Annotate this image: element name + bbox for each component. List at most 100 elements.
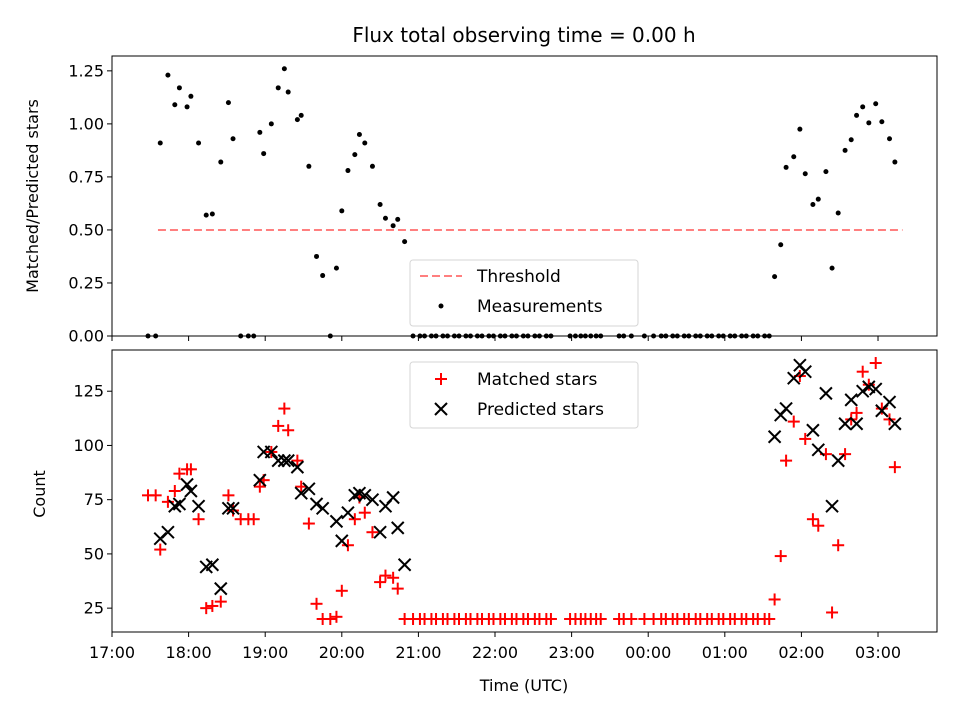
- top-y-tick: 0.50: [68, 220, 112, 239]
- measurement-point: [842, 147, 848, 153]
- measurement-point: [230, 136, 236, 142]
- matched-star-point: [850, 406, 863, 419]
- matched-star-point: [168, 485, 181, 497]
- top-y-tick: 1.25: [68, 61, 112, 80]
- predicted-star-point: [844, 393, 858, 407]
- measurement-point: [314, 253, 320, 259]
- predicted-star-point: [309, 497, 324, 511]
- bottom-x-tick-label: 22:00: [472, 643, 518, 662]
- matched-star-point: [862, 378, 875, 391]
- measurement-point: [892, 159, 898, 165]
- bottom-x-tick-label: 17:00: [89, 643, 135, 662]
- measurement-point: [783, 164, 789, 170]
- matched-star-point: [374, 576, 387, 589]
- legend-measurements-swatch: [438, 303, 444, 309]
- measurement-point: [225, 100, 231, 106]
- matched-star-point: [200, 602, 213, 615]
- predicted-star-point: [888, 417, 902, 431]
- bottom-x-tick: 01:00: [702, 632, 748, 662]
- matched-star-point: [206, 599, 219, 612]
- bottom-x-tick: 23:00: [549, 632, 595, 662]
- matched-star-point: [832, 539, 845, 552]
- bottom-y-tick: 100: [73, 436, 112, 455]
- bottom-y-axis-label: Count: [30, 470, 49, 518]
- predicted-star-point: [335, 534, 349, 548]
- predicted-star-point: [294, 486, 308, 500]
- measurement-point: [772, 274, 778, 280]
- measurement-point: [887, 136, 893, 142]
- top-y-tick-label: 0.75: [68, 167, 104, 186]
- predicted-star-point: [358, 488, 372, 503]
- predicted-star-point: [184, 484, 198, 498]
- measurement-point: [395, 216, 401, 222]
- predicted-star-point: [779, 401, 793, 416]
- bottom-y-tick-label: 100: [73, 436, 104, 455]
- x-axis-label: Time (UTC): [479, 676, 568, 695]
- measurement-point: [879, 119, 885, 125]
- measurement-point: [261, 151, 267, 157]
- bottom-legend: Matched stars Predicted stars: [409, 361, 639, 429]
- top-y-tick-label: 1.00: [68, 114, 104, 133]
- measurement-point: [333, 265, 339, 271]
- matched-star-point: [391, 582, 404, 595]
- predicted-star-point: [315, 501, 330, 516]
- legend-predicted-label: Predicted stars: [477, 400, 604, 420]
- matched-star-point: [291, 454, 304, 467]
- measurement-point: [176, 85, 182, 91]
- matched-star-point: [768, 593, 781, 606]
- bottom-y-tick-label: 75: [84, 490, 104, 509]
- bottom-x-tick: 02:00: [778, 632, 824, 662]
- matched-star-point: [324, 612, 337, 625]
- predicted-star-point: [397, 558, 412, 572]
- predicted-star-point: [302, 482, 316, 496]
- predicted-star-point: [819, 386, 833, 401]
- top-y-tick-label: 0.25: [68, 273, 104, 292]
- matched-star-point: [222, 489, 235, 502]
- matched-star-point: [302, 517, 315, 530]
- predicted-star-point: [391, 521, 405, 535]
- legend-threshold-label: Threshold: [476, 267, 561, 287]
- matched-star-point: [154, 543, 167, 556]
- bottom-x-tick: 19:00: [242, 632, 288, 662]
- matched-star-point: [282, 424, 295, 437]
- matched-star-point: [214, 595, 227, 608]
- bottom-y-tick-label: 50: [84, 544, 104, 563]
- matched-star-point: [888, 461, 901, 474]
- matched-star-point: [594, 612, 607, 625]
- predicted-star-point: [825, 499, 839, 513]
- measurement-point: [791, 154, 797, 160]
- measurement-point: [157, 140, 163, 146]
- top-legend-box: [409, 259, 639, 327]
- predicted-star-point: [806, 423, 820, 437]
- top-y-tick-label: 1.25: [68, 61, 104, 80]
- predicted-star-point: [831, 453, 845, 468]
- bottom-y-tick: 50: [84, 544, 112, 563]
- bottom-x-tick-label: 02:00: [778, 643, 824, 662]
- measurement-point: [835, 210, 841, 216]
- bottom-x-tick: 22:00: [472, 632, 518, 662]
- matched-star-point: [310, 597, 323, 610]
- matched-star-point: [780, 454, 793, 467]
- predicted-star-point: [172, 497, 187, 511]
- bottom-x-tick-label: 03:00: [855, 643, 901, 662]
- matched-star-point: [799, 432, 812, 445]
- bottom-y-tick-label: 25: [84, 599, 104, 618]
- measurement-point: [165, 72, 171, 78]
- predicted-star-point: [855, 384, 870, 398]
- top-y-tick-label: 0.50: [68, 220, 104, 239]
- measurement-point: [320, 273, 326, 279]
- measurement-point: [188, 93, 194, 99]
- predicted-star-point: [849, 417, 864, 431]
- measurement-point: [298, 112, 304, 118]
- bottom-x-tick-label: 00:00: [625, 643, 671, 662]
- predicted-star-point: [373, 525, 387, 539]
- matched-star-point: [387, 571, 400, 584]
- measurement-point: [873, 101, 879, 107]
- matched-star-point: [184, 463, 197, 476]
- top-y-tick-label: 0.00: [68, 327, 104, 346]
- measurement-point: [778, 242, 784, 248]
- bottom-x-tick-label: 01:00: [702, 643, 748, 662]
- bottom-x-tick: 21:00: [395, 632, 441, 662]
- matched-star-point: [358, 506, 371, 519]
